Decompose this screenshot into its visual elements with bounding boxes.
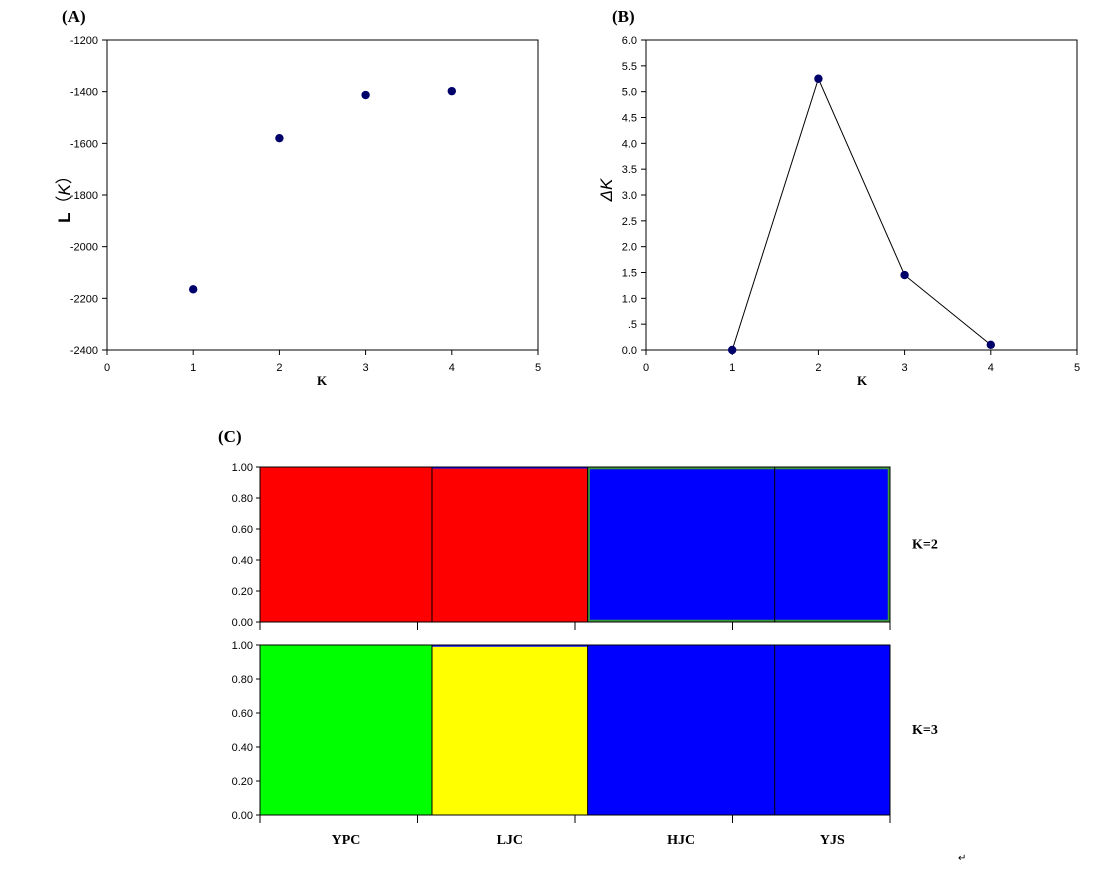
y-tick-label: -2200	[70, 293, 98, 305]
row-k-label: K=2	[912, 538, 938, 553]
bar-yjs-blue	[774, 645, 890, 815]
population-label: YPC	[332, 833, 361, 848]
population-label: LJC	[497, 833, 523, 848]
x-tick-label: 4	[449, 362, 455, 374]
panel-a-x-ticks: 0 1 2 3 4 5	[104, 350, 541, 374]
x-tick-label: 0	[104, 362, 110, 374]
y-tick-label: 1.0	[622, 293, 637, 305]
y-tick-label: 2.0	[622, 242, 637, 254]
y-tick-label: 5.5	[622, 61, 637, 73]
population-label: YJS	[820, 833, 845, 848]
data-point	[986, 340, 995, 350]
y-tick-label: 0.80	[232, 674, 253, 686]
y-tick-label: 0.40	[232, 742, 253, 754]
bar-ljc-red	[431, 468, 588, 622]
bar-ljc-yellow	[431, 646, 588, 815]
y-tick-label: 0.20	[232, 776, 253, 788]
y-tick-label: -1800	[70, 190, 98, 202]
panel-a-y-title-open: （	[55, 195, 74, 212]
y-tick-label: 0.20	[232, 586, 253, 598]
x-tick-label: 5	[1074, 362, 1080, 374]
panel-a-data-points	[189, 86, 456, 294]
y-tick-label: 6.0	[622, 35, 637, 47]
panel-a-plot-frame	[106, 39, 539, 351]
y-tick-label: 0.40	[232, 555, 253, 567]
x-tick-label: 5	[535, 362, 541, 374]
panel-a-y-title-close: ）	[55, 167, 74, 184]
panel-b-data-points	[728, 74, 995, 355]
row-k-label: K=3	[912, 723, 938, 738]
data-point	[814, 74, 823, 83]
data-point	[189, 285, 198, 294]
y-tick-label: 0.60	[232, 524, 253, 536]
x-tick-label: 0	[643, 362, 649, 374]
y-tick-label: 4.0	[622, 138, 637, 150]
panel-b-y-ticks: 6.0 5.5 5.0 4.5 4.0 3.5 3.0 2.5 2.0 1.5 1.0 .5 0.0	[622, 35, 646, 357]
y-tick-label: 3.0	[622, 190, 637, 202]
x-tick-label: 3	[363, 362, 369, 374]
x-tick-label: 2	[276, 362, 282, 374]
structure-row-k-2: 1.00 0.80 0.60 0.40 0.20 0.00 K=2	[232, 462, 938, 630]
panel-a-label: (A)	[62, 7, 86, 26]
data-point	[447, 86, 456, 96]
panel-a-y-ticks: -1200 -1400 -1600 -1800 -2000 -2200 -2400	[70, 35, 107, 357]
panel-b-y-axis-title: ΔK	[597, 178, 616, 202]
panel-b-x-axis-title: K	[857, 373, 868, 388]
data-point	[900, 270, 909, 280]
panel-a-x-axis-title: K	[317, 373, 328, 388]
y-tick-label: 4.5	[622, 113, 637, 125]
bar-yjs-blue	[774, 467, 890, 622]
panel-c-structure-bars: (C) 1.00 0.80 0.60 0.40 0.20 0.00 K=2 1.00 0.80 0…	[218, 427, 938, 848]
population-label: HJC	[667, 833, 695, 848]
y-tick-label: 0.00	[232, 810, 253, 822]
cluster-outline	[587, 466, 891, 623]
y-tick-label: -2400	[70, 345, 98, 357]
panel-a-y-title-l: L	[55, 212, 74, 222]
data-point	[275, 133, 284, 143]
y-tick-label: -2000	[70, 242, 98, 254]
y-tick-label: 1.00	[232, 640, 253, 652]
panel-b-x-ticks: 0 1 2 3 4 5	[643, 350, 1080, 374]
y-tick-label: 3.5	[622, 164, 637, 176]
y-tick-label: 1.00	[232, 462, 253, 474]
panel-b-series-line	[731, 77, 992, 351]
y-tick-label: -1200	[70, 35, 98, 47]
data-point	[728, 345, 737, 355]
bar-hjc-blue	[587, 467, 775, 622]
y-tick-label: -1600	[70, 138, 98, 150]
x-tick-label: 1	[729, 362, 735, 374]
x-tick-label: 4	[988, 362, 994, 374]
y-tick-label: 1.5	[622, 268, 637, 280]
y-tick-label: 0.60	[232, 708, 253, 720]
y-tick-label: 2.5	[622, 216, 637, 228]
panel-c-rows: 1.00 0.80 0.60 0.40 0.20 0.00 K=2 1.00 0.80 0.60 0…	[232, 462, 938, 823]
structure-row-k-3: 1.00 0.80 0.60 0.40 0.20 0.00 K=3	[232, 640, 938, 823]
x-tick-label: 1	[190, 362, 196, 374]
panel-b-plot-frame	[645, 39, 1078, 351]
y-tick-label: .5	[628, 319, 637, 331]
y-tick-label: 5.0	[622, 87, 637, 99]
y-tick-label: 0.0	[622, 345, 637, 357]
y-tick-label: 0.80	[232, 493, 253, 505]
bar-ypc-red	[260, 467, 432, 622]
bar-hjc-blue	[587, 645, 775, 815]
data-point	[361, 90, 370, 100]
panel-c-population-labels: YPC LJC HJC YJS	[332, 833, 845, 848]
panel-b-label: (B)	[612, 7, 635, 26]
bar-ljc-blue	[431, 467, 588, 469]
panel-b-delta-k-chart: (B) 6.0 5.5 5.0 4.5 4.0 3.5 3.0 2.5 2.0 1.5 1.0 .5 0…	[597, 7, 1080, 388]
y-tick-label: 0.00	[232, 617, 253, 629]
x-tick-label: 2	[815, 362, 821, 374]
x-tick-label: 3	[902, 362, 908, 374]
bar-ljc-blue	[431, 645, 588, 647]
bar-ypc-green	[260, 645, 432, 815]
panel-a-y-axis-title: L（K）	[55, 167, 74, 223]
series-line	[731, 77, 992, 351]
panel-c-label: (C)	[218, 427, 242, 446]
panel-a-likelihood-chart: (A) -1200-1400-1600-1800-2000-2200-2400 …	[55, 7, 541, 388]
y-tick-label: -1400	[70, 87, 98, 99]
trailing-return-mark: ↵	[958, 853, 966, 864]
panel-a-y-title-k: K	[55, 183, 74, 195]
